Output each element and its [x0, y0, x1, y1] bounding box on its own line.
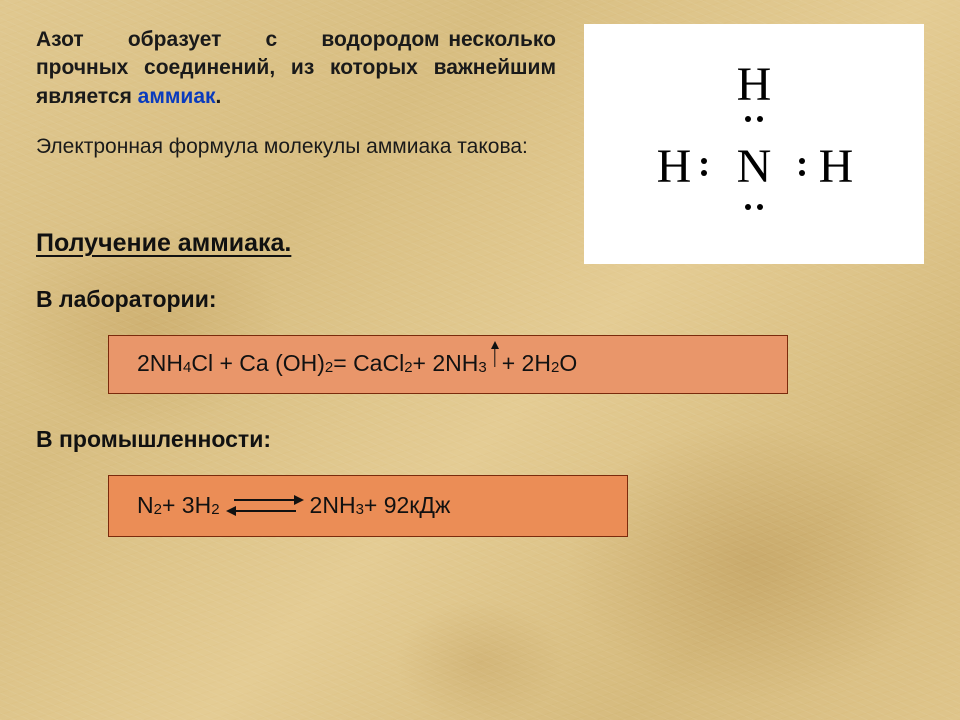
subscript: 2 [325, 359, 333, 376]
intro-paragraph-1: Азот образует с водородом несколько проч… [36, 26, 556, 111]
subheading-industry: В промышленности: [36, 426, 924, 453]
atom-n: N [737, 143, 772, 191]
electron-dot [757, 204, 763, 210]
electron-dot [745, 116, 751, 122]
subscript: 2 [551, 359, 559, 376]
formula-text: Cl + Ca (OH) [191, 350, 325, 377]
slide-content: Азот образует с водородом несколько проч… [0, 0, 960, 720]
word: с [266, 28, 278, 51]
period: . [216, 85, 222, 108]
intro-paragraph-2: Электронная формула молекулы аммиака так… [36, 133, 556, 161]
subscript: 4 [183, 359, 191, 376]
intro-line1: Азот образует с водородом [36, 28, 448, 51]
formula-text: = CaCl [333, 350, 404, 377]
formula-lab: 2NH4Cl + Ca (OH)2 = CaCl2 + 2NH3 + 2H2O [137, 350, 759, 377]
electron-dot [701, 170, 707, 176]
keyword-ammiak: аммиак [138, 85, 216, 108]
subscript: 2 [154, 501, 162, 518]
intro-text-block: Азот образует с водородом несколько проч… [36, 26, 556, 161]
subheading-lab: В лаборатории: [36, 286, 924, 313]
electron-dot [799, 158, 805, 164]
formula-text: + 3H [162, 492, 211, 519]
subscript: 3 [356, 501, 364, 518]
subscript: 2 [404, 359, 412, 376]
formula-text: 2NH [310, 492, 356, 519]
equation-box-industry: N2 + 3H2 2NH3 + 92кДж [108, 475, 628, 537]
electron-dot [757, 116, 763, 122]
lewis-diagram: H H N H [644, 49, 864, 239]
subscript: 3 [478, 359, 486, 376]
formula-industry: N2 + 3H2 2NH3 + 92кДж [137, 490, 599, 520]
word: водородом [321, 28, 439, 51]
formula-text: + 2NH [413, 350, 479, 377]
formula-text: 2NH [137, 350, 183, 377]
reversible-arrows-icon [226, 490, 304, 520]
electron-dot [799, 170, 805, 176]
word: Азот [36, 28, 84, 51]
lewis-diagram-box: H H N H [584, 24, 924, 264]
formula-text: N [137, 492, 154, 519]
atom-h-right: H [819, 143, 854, 191]
formula-text: O [559, 350, 577, 377]
formula-text: + 2H [502, 350, 551, 377]
atom-h-top: H [737, 61, 772, 109]
electron-dot [745, 204, 751, 210]
equation-box-lab: 2NH4Cl + Ca (OH)2 = CaCl2 + 2NH3 + 2H2O [108, 335, 788, 394]
formula-text: + 92кДж [364, 492, 450, 519]
gas-arrow-icon [490, 341, 500, 367]
word: образует [128, 28, 222, 51]
atom-h-left: H [657, 143, 692, 191]
electron-dot [701, 158, 707, 164]
subscript: 2 [211, 501, 219, 518]
